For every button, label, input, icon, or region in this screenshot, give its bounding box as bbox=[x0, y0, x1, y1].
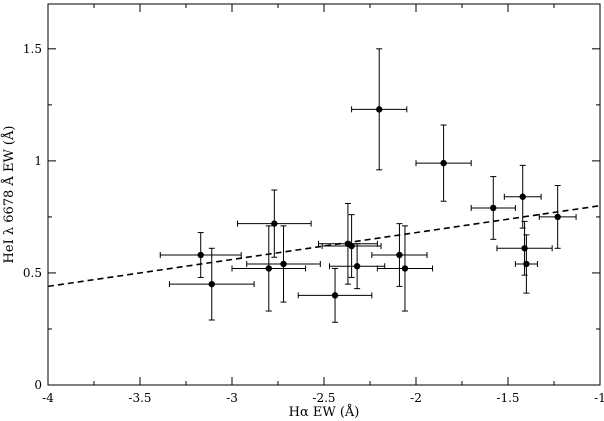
y-tick-label: 0.5 bbox=[23, 266, 42, 280]
data-point-group bbox=[317, 202, 378, 285]
data-point-group bbox=[371, 223, 428, 287]
data-point-group bbox=[159, 232, 242, 278]
data-point bbox=[265, 265, 272, 272]
data-point-group bbox=[231, 225, 307, 312]
data-point-group bbox=[503, 164, 542, 229]
data-point bbox=[401, 265, 409, 272]
data-point bbox=[348, 242, 355, 250]
data-point-group bbox=[329, 243, 386, 290]
y-tick-label: 1 bbox=[34, 154, 42, 168]
y-axis-label: HeI λ 6678 Å EW (Å) bbox=[1, 126, 17, 264]
data-point-group bbox=[514, 234, 538, 294]
data-point-group bbox=[237, 189, 312, 258]
data-point bbox=[331, 292, 339, 299]
data-point-group bbox=[538, 185, 577, 249]
fit-line bbox=[47, 204, 601, 288]
fit-line-group bbox=[47, 204, 601, 288]
data-point bbox=[519, 193, 526, 200]
x-axis-label: Hα EW (Å) bbox=[289, 404, 360, 420]
x-tick-label: -2 bbox=[410, 391, 422, 405]
x-tick-label: -2.5 bbox=[312, 391, 335, 405]
data-point-group bbox=[351, 48, 408, 171]
data-point bbox=[396, 251, 403, 259]
axes: -4 -3.5 -3 -2.5 -2 -1.5 -1 0 0.5 1 1.5 bbox=[23, 3, 604, 405]
data-point-group bbox=[470, 176, 516, 240]
plot-frame bbox=[47, 3, 601, 386]
data-point bbox=[523, 260, 530, 268]
data-point-group bbox=[415, 124, 472, 202]
data-point bbox=[490, 204, 497, 212]
data-point-group bbox=[496, 220, 553, 276]
data-point bbox=[376, 106, 383, 113]
data-point bbox=[554, 213, 561, 221]
x-tick-label: -3.5 bbox=[128, 391, 151, 405]
data-point bbox=[208, 280, 215, 288]
data-point-group bbox=[321, 214, 382, 278]
data-point bbox=[353, 263, 361, 270]
x-tick-label: -1 bbox=[594, 391, 604, 405]
y-tick-label: 0 bbox=[34, 378, 42, 392]
data-point-group bbox=[168, 247, 255, 321]
y-tick-label: 1.5 bbox=[23, 42, 42, 56]
data-point-group bbox=[297, 267, 373, 323]
x-tick-label: -3 bbox=[226, 391, 238, 405]
data-point bbox=[197, 251, 204, 259]
data-point-group bbox=[376, 225, 434, 312]
data-point bbox=[440, 159, 447, 167]
x-tick-label: -4 bbox=[42, 391, 54, 405]
data-point-group bbox=[246, 225, 321, 303]
data-points bbox=[159, 48, 577, 323]
x-tick-label: -1.5 bbox=[496, 391, 519, 405]
data-point bbox=[271, 220, 278, 227]
data-point bbox=[280, 260, 287, 268]
